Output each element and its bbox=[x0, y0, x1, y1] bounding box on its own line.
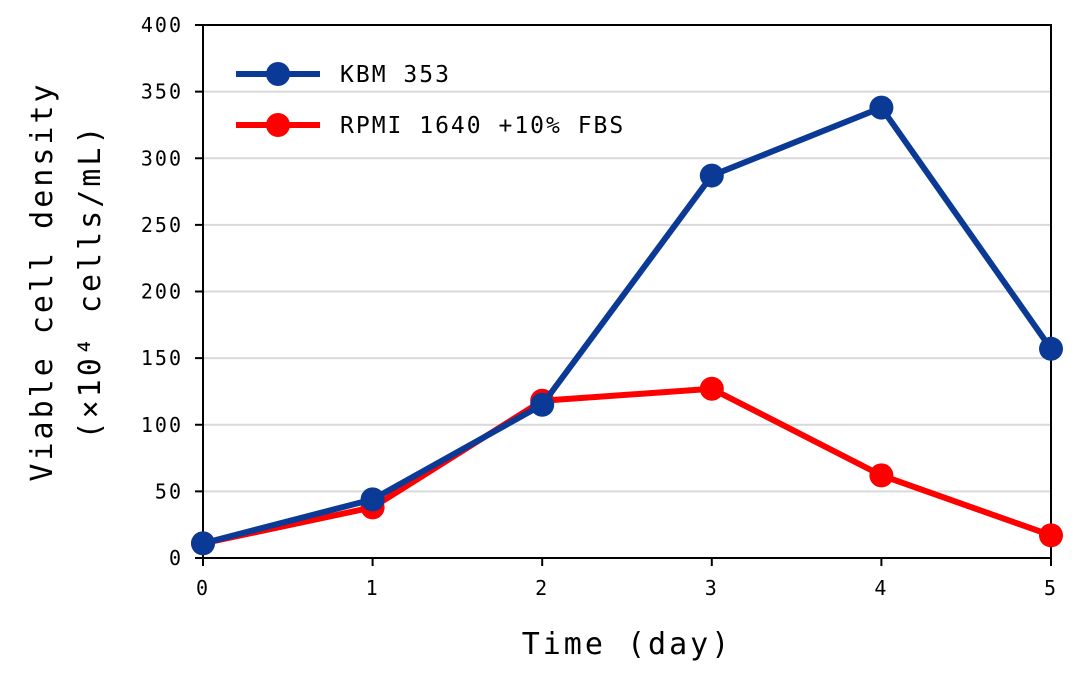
y-tick-label: 100 bbox=[141, 413, 183, 437]
y-tick-label: 150 bbox=[141, 346, 183, 370]
y-tick-label: 50 bbox=[155, 479, 183, 503]
grid-lines bbox=[203, 90, 1051, 493]
data-point bbox=[191, 531, 215, 556]
data-point bbox=[1039, 523, 1063, 548]
data-point bbox=[869, 463, 894, 488]
x-tick-label: 0 bbox=[196, 576, 210, 600]
y-axis-title-line2: (×10⁴ cells/mL) bbox=[73, 124, 108, 440]
legend-label: RPMI 1640 +10% FBS bbox=[340, 113, 625, 139]
series-rpmi-1640 bbox=[191, 376, 1063, 556]
series-kbm-353 bbox=[191, 95, 1063, 556]
data-point bbox=[530, 392, 555, 417]
x-axis-title: Time (day) bbox=[522, 627, 733, 662]
data-point bbox=[1039, 336, 1063, 361]
y-tick-label: 350 bbox=[141, 80, 183, 104]
y-tick-label: 300 bbox=[141, 146, 183, 170]
data-point bbox=[699, 376, 724, 401]
x-tick-label: 1 bbox=[366, 576, 380, 600]
x-axis-ticks: 0 1 2 3 4 5 bbox=[196, 558, 1058, 600]
legend-marker bbox=[266, 113, 290, 137]
legend-label: KBM 353 bbox=[340, 62, 451, 88]
y-axis-ticks: 0 50 100 150 200 250 300 350 400 bbox=[141, 13, 203, 570]
y-tick-label: 400 bbox=[141, 13, 183, 37]
legend-marker bbox=[266, 62, 290, 86]
data-point bbox=[869, 95, 894, 120]
data-point bbox=[360, 487, 385, 512]
legend-item: KBM 353 bbox=[236, 62, 451, 88]
y-tick-label: 0 bbox=[169, 546, 183, 570]
series-line bbox=[202, 385, 1052, 547]
x-tick-label: 5 bbox=[1044, 576, 1058, 600]
legend: KBM 353 RPMI 1640 +10% FBS bbox=[236, 62, 625, 139]
y-tick-label: 250 bbox=[141, 213, 183, 237]
x-tick-label: 4 bbox=[874, 576, 888, 600]
x-tick-label: 3 bbox=[705, 576, 719, 600]
data-point bbox=[699, 163, 724, 188]
x-tick-label: 2 bbox=[535, 576, 549, 600]
y-tick-label: 200 bbox=[141, 280, 183, 304]
legend-item: RPMI 1640 +10% FBS bbox=[236, 113, 625, 139]
series-layer bbox=[191, 95, 1063, 556]
series-line bbox=[202, 104, 1054, 547]
y-axis-title-line1: Viable cell density bbox=[25, 81, 60, 481]
